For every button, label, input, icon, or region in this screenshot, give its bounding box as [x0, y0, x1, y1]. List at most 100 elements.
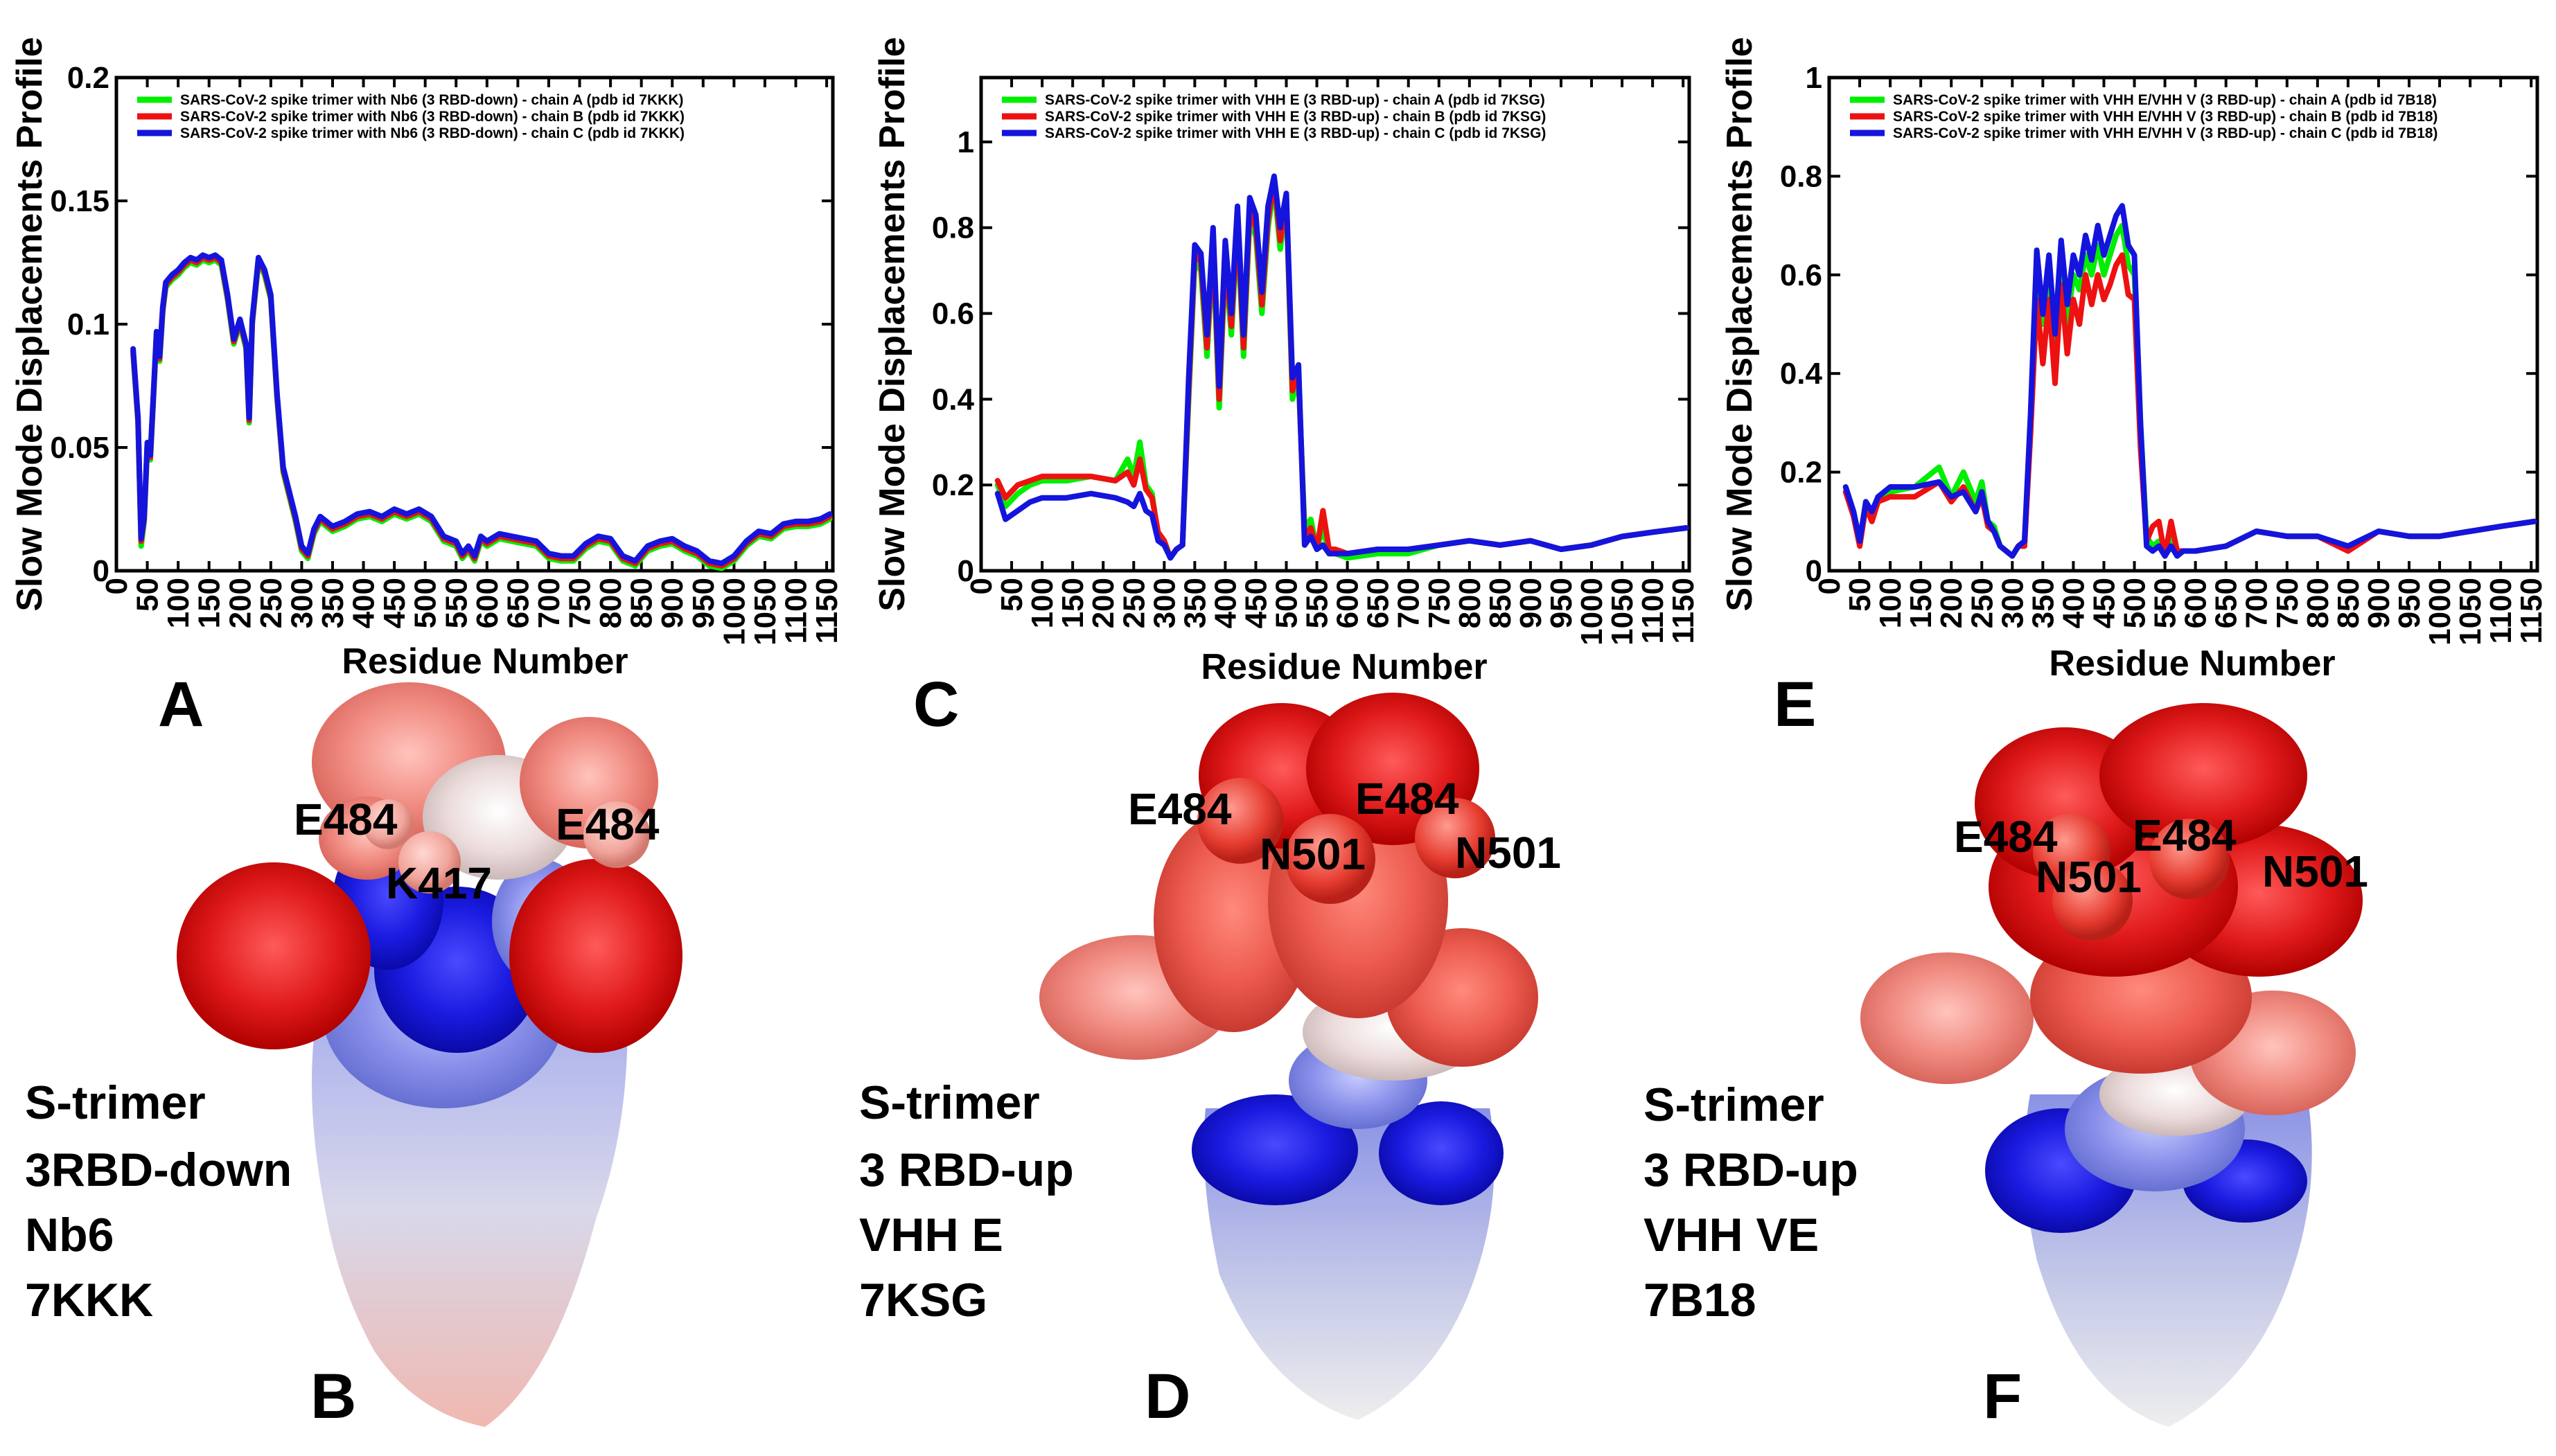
structure-f-labels: E484 E484 N501 N501 S-trimer 3 RBD-up VH… — [1643, 810, 2368, 1432]
x-tick-label: 1150 — [1666, 578, 1700, 643]
chart-c-legend: SARS-CoV-2 spike trimer with VHH E (3 RB… — [1002, 92, 1546, 141]
x-tick-label: 1100 — [2484, 578, 2518, 643]
series-line — [1842, 252, 2537, 559]
y-tick-label: 0 — [93, 554, 109, 588]
x-tick-label: 300 — [1995, 578, 2029, 628]
series-line — [130, 254, 833, 569]
x-tick-label: 950 — [2392, 578, 2426, 628]
caption-line-2: 3 RBD-up — [1643, 1144, 1858, 1196]
chart-a-xlabel: Residue Number — [342, 641, 628, 682]
caption-line-1: S-trimer — [25, 1076, 206, 1129]
x-tick-label: 500 — [1270, 578, 1304, 628]
x-tick-label: 0 — [964, 578, 998, 594]
structure-b-labels: E484 E484 K417 S-trimer 3RBD-down Nb6 7K… — [25, 794, 660, 1432]
legend-entry: SARS-CoV-2 spike trimer with Nb6 (3 RBD-… — [180, 92, 683, 108]
x-tick-label: 200 — [1934, 578, 1968, 628]
caption-line-4: 7KKK — [25, 1274, 153, 1326]
legend-entry: SARS-CoV-2 spike trimer with VHH E (3 RB… — [1045, 125, 1546, 141]
chart-e-series-lines — [1842, 203, 2537, 559]
y-tick-label: 0.05 — [50, 431, 109, 465]
x-tick-label: 1000 — [717, 578, 751, 646]
x-tick-label: 350 — [1178, 578, 1212, 628]
chart-c-series-lines — [994, 173, 1689, 561]
x-tick-label: 1050 — [2453, 578, 2487, 646]
y-tick-label: 0.4 — [1780, 357, 1823, 391]
legend-entry: SARS-CoV-2 spike trimer with VHH E (3 RB… — [1045, 92, 1545, 108]
series-line — [1842, 203, 2537, 559]
x-tick-label: 600 — [470, 578, 504, 628]
x-tick-label: 100 — [1874, 578, 1907, 628]
panel-label-f: F — [1983, 1361, 2022, 1432]
x-tick-label: 850 — [2332, 578, 2365, 628]
residue-label-e484: E484 — [1954, 812, 2058, 862]
series-line — [130, 257, 833, 571]
caption-line-3: Nb6 — [25, 1209, 114, 1261]
x-tick-label: 450 — [2087, 578, 2121, 628]
structure-b-image — [177, 682, 682, 1427]
x-tick-label: 750 — [563, 578, 597, 628]
x-tick-label: 50 — [1843, 578, 1877, 612]
caption-line-3: VHH VE — [1643, 1209, 1819, 1261]
residue-label-e484: E484 — [556, 799, 660, 849]
x-tick-label: 1050 — [748, 578, 782, 646]
legend-entry: SARS-CoV-2 spike trimer with VHH E/VHH V… — [1893, 109, 2438, 125]
y-tick-label: 0.6 — [932, 297, 974, 331]
x-tick-label: 1100 — [1636, 578, 1670, 643]
x-tick-label: 900 — [655, 578, 689, 628]
chart-a-plot-frame — [114, 76, 835, 573]
x-tick-label: 1050 — [1605, 578, 1639, 646]
series-line — [130, 252, 833, 567]
caption-line-1: S-trimer — [1643, 1078, 1824, 1131]
x-tick-label: 50 — [131, 578, 165, 612]
x-tick-label: 450 — [378, 578, 412, 628]
chart-c-ylabel: Slow Mode Displacements Profile — [872, 37, 913, 611]
residue-label-e484: E484 — [1128, 784, 1232, 834]
residue-label-n501: N501 — [2036, 852, 2142, 902]
x-tick-label: 900 — [2362, 578, 2396, 628]
panel-label-d: D — [1145, 1361, 1190, 1432]
chart-a-series-lines — [130, 252, 833, 571]
x-tick-label: 850 — [1483, 578, 1517, 628]
chart-a-x-ticks: 0501001502002503003504004505005506006507… — [100, 78, 844, 646]
x-tick-label: 700 — [532, 578, 566, 628]
x-tick-label: 700 — [1392, 578, 1426, 628]
y-tick-label: 0 — [1806, 554, 1822, 588]
y-tick-label: 0 — [958, 554, 974, 588]
caption-line-2: 3RBD-down — [25, 1144, 292, 1196]
x-tick-label: 800 — [1453, 578, 1487, 628]
series-line — [994, 181, 1689, 561]
y-tick-label: 0.1 — [67, 308, 109, 341]
x-tick-label: 650 — [1361, 578, 1395, 628]
chart-e-legend: SARS-CoV-2 spike trimer with VHH E/VHH V… — [1850, 92, 2438, 141]
x-tick-label: 650 — [501, 578, 535, 628]
chart-a-legend: SARS-CoV-2 spike trimer with Nb6 (3 RBD-… — [137, 92, 685, 141]
chart-e-xlabel: Residue Number — [2049, 643, 2335, 684]
chart-a-y-ticks: 0 0.05 0.1 0.15 0.2 — [50, 61, 833, 588]
legend-entry: SARS-CoV-2 spike trimer with VHH E (3 RB… — [1045, 109, 1546, 125]
x-tick-label: 650 — [2210, 578, 2244, 628]
y-tick-label: 0.2 — [932, 468, 974, 502]
structure-f-image — [1860, 703, 2363, 1427]
x-tick-label: 250 — [1117, 578, 1151, 628]
x-tick-label: 850 — [625, 578, 659, 628]
legend-entry: SARS-CoV-2 spike trimer with VHH E/VHH V… — [1893, 125, 2438, 141]
x-tick-label: 400 — [1208, 578, 1242, 628]
chart-a: 00.050.10.150.2 050100150200250300350400… — [10, 37, 844, 740]
x-tick-label: 600 — [1331, 578, 1365, 628]
caption-line-1: S-trimer — [859, 1076, 1040, 1129]
y-tick-label: 0.4 — [932, 382, 975, 416]
x-tick-label: 150 — [193, 578, 227, 628]
x-tick-label: 200 — [1086, 578, 1120, 628]
x-tick-label: 350 — [2026, 578, 2060, 628]
caption-line-3: VHH E — [859, 1209, 1003, 1261]
structure-d-image — [1039, 693, 1538, 1420]
x-tick-label: 500 — [2118, 578, 2152, 628]
chart-c-x-ticks: 0501001502002503003504004505005506006507… — [964, 78, 1700, 646]
y-tick-label: 0.6 — [1780, 258, 1822, 292]
x-tick-label: 500 — [409, 578, 443, 628]
legend-entry: SARS-CoV-2 spike trimer with VHH E/VHH V… — [1893, 92, 2437, 108]
x-tick-label: 550 — [1301, 578, 1334, 628]
caption-line-4: 7B18 — [1643, 1274, 1756, 1326]
x-tick-label: 150 — [1904, 578, 1938, 628]
